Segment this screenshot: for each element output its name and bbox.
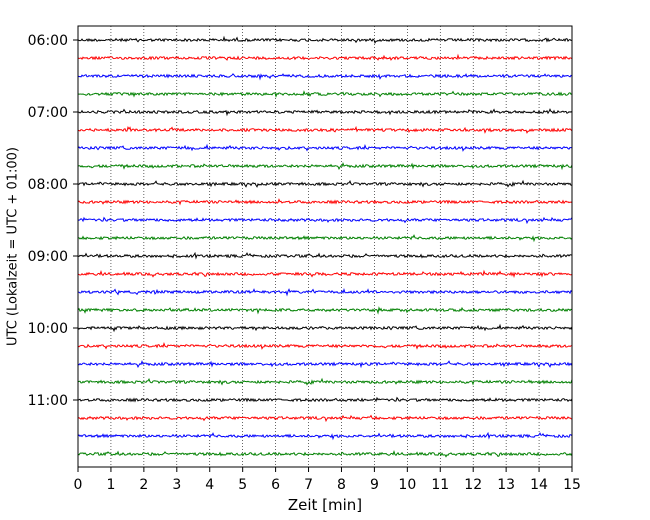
y-tick-label-07-00: 07:00 [28, 105, 68, 121]
trace-line-11-45 [77, 449, 573, 458]
y-tick-label-08-00: 08:00 [28, 177, 68, 193]
x-tick-label-9: 9 [370, 477, 379, 493]
y-axis-ticks: 06:00 07:00 08:00 09:00 10:00 11:00 [28, 33, 78, 409]
trace-line-07-30 [77, 143, 573, 152]
x-tick-label-14: 14 [530, 477, 548, 493]
y-tick-label-11-00: 11:00 [28, 393, 68, 409]
trace-line-07-45 [77, 161, 573, 171]
plot-frame [77, 25, 573, 468]
x-axis-label: Zeit [min] [288, 496, 362, 514]
trace-line-10-15 [77, 342, 573, 350]
x-tick-label-12: 12 [464, 477, 482, 493]
x-tick-label-13: 13 [497, 477, 515, 493]
trace-line-11-00 [77, 396, 573, 403]
trace-line-10-30 [77, 359, 573, 369]
x-tick-label-8: 8 [337, 477, 346, 493]
x-axis-ticks: 0 1 2 3 4 5 6 7 8 9 10 11 12 13 14 15 [74, 467, 581, 493]
trace-line-08-00 [77, 179, 573, 188]
trace-line-08-15 [77, 198, 573, 206]
x-tick-label-2: 2 [139, 477, 148, 493]
y-tick-label-06-00: 06:00 [28, 33, 68, 49]
x-tick-label-0: 0 [74, 477, 83, 493]
trace-line-07-15 [77, 125, 573, 134]
trace-line-06-45 [77, 90, 573, 98]
trace-line-09-00 [77, 251, 573, 260]
trace-line-06-30 [77, 73, 573, 81]
trace-line-09-45 [77, 306, 573, 315]
trace-line-11-15 [77, 414, 573, 423]
trace-line-09-30 [77, 287, 573, 297]
x-tick-label-15: 15 [563, 477, 581, 493]
y-tick-label-10-00: 10:00 [28, 321, 68, 337]
x-tick-label-1: 1 [106, 477, 115, 493]
y-tick-label-09-00: 09:00 [28, 249, 68, 265]
y-axis-label: UTC (Lokalzeit = UTC + 01:00) [6, 147, 21, 346]
x-tick-label-10: 10 [398, 477, 416, 493]
trace-line-08-45 [77, 234, 573, 243]
trace-lines [77, 35, 573, 458]
trace-line-07-00 [77, 108, 573, 117]
trace-line-10-45 [77, 377, 573, 386]
trace-line-08-30 [77, 216, 573, 225]
x-tick-label-4: 4 [205, 477, 214, 493]
x-tick-label-3: 3 [172, 477, 181, 493]
trace-line-11-30 [77, 431, 573, 441]
x-tick-label-5: 5 [238, 477, 247, 493]
x-tick-label-7: 7 [304, 477, 313, 493]
x-tick-label-6: 6 [271, 477, 280, 493]
trace-line-09-15 [77, 269, 573, 278]
x-tick-label-11: 11 [431, 477, 449, 493]
trace-line-06-00 [77, 35, 573, 44]
trace-line-10-00 [77, 323, 573, 333]
trace-line-06-15 [77, 53, 573, 61]
